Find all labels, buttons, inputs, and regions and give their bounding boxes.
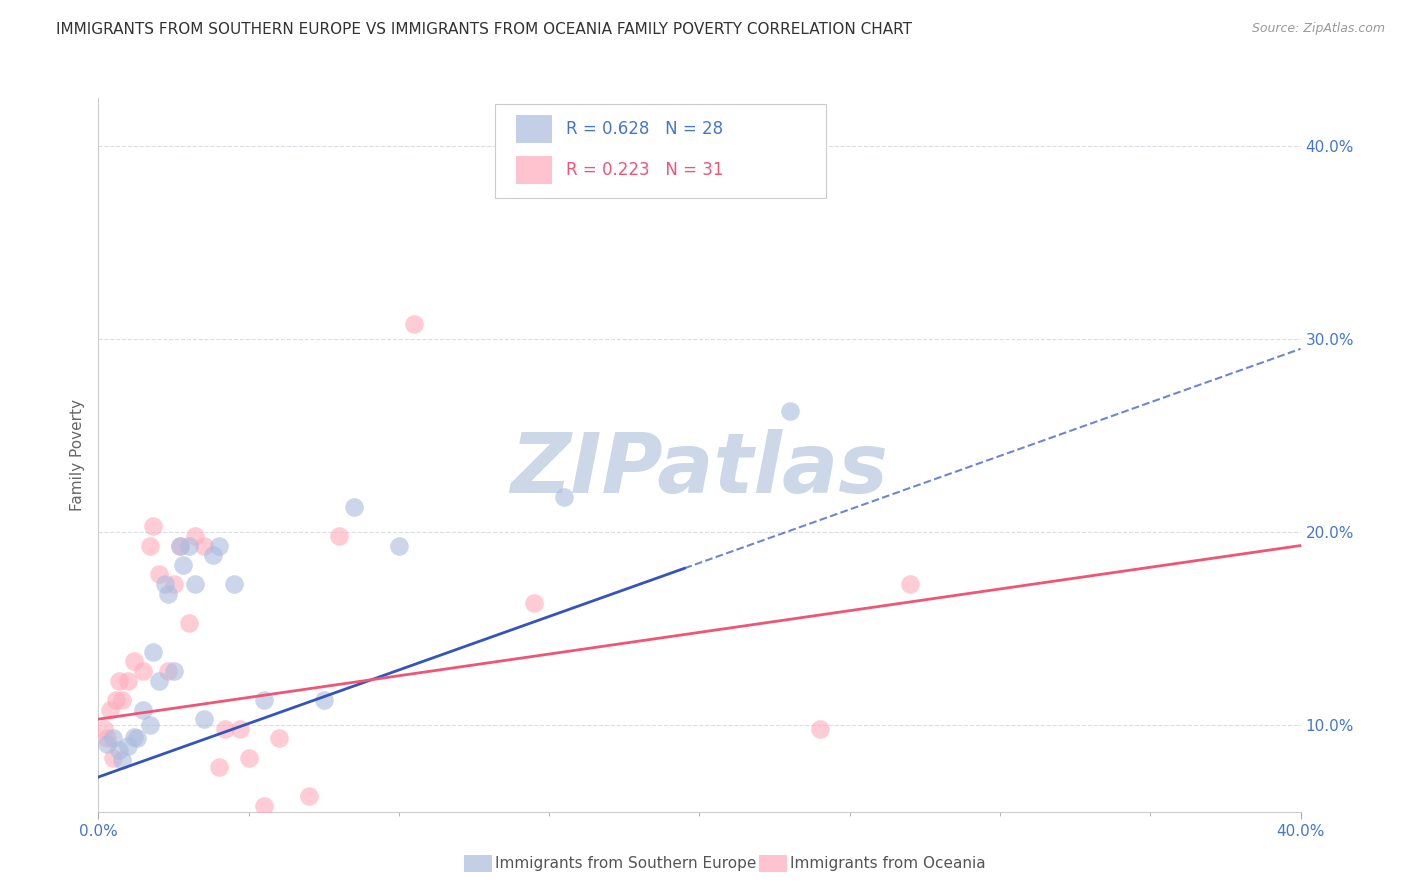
Point [177, 539, 200, 553]
Point [100, 702, 122, 716]
Point [267, 731, 290, 746]
Y-axis label: Family Poverty: Family Poverty [70, 399, 86, 511]
Point [117, 673, 139, 688]
Point [141, 645, 163, 659]
Point [298, 789, 321, 804]
Point [138, 539, 160, 553]
Point [193, 712, 215, 726]
Point [228, 722, 250, 736]
Point [153, 577, 176, 591]
Point [103, 731, 125, 746]
Point [402, 317, 425, 331]
Point [553, 491, 575, 505]
Point [222, 577, 245, 591]
Point [127, 731, 149, 746]
Point [253, 799, 276, 814]
Point [328, 529, 350, 543]
Point [779, 403, 801, 417]
Point [141, 519, 163, 533]
Point [124, 654, 146, 668]
Point [169, 539, 191, 553]
Text: Immigrants from Southern Europe: Immigrants from Southern Europe [495, 856, 756, 871]
Text: R = 0.628   N = 28: R = 0.628 N = 28 [567, 120, 723, 138]
Point [169, 539, 191, 553]
Point [214, 722, 236, 736]
Point [183, 529, 205, 543]
FancyBboxPatch shape [516, 156, 551, 184]
Point [108, 743, 131, 757]
Point [523, 596, 546, 610]
Point [162, 577, 184, 591]
Point [312, 693, 335, 707]
Point [117, 739, 139, 753]
Point [138, 718, 160, 732]
Point [124, 730, 146, 744]
Point [103, 750, 125, 764]
Text: ZIPatlas: ZIPatlas [510, 429, 889, 509]
Text: R = 0.223   N = 31: R = 0.223 N = 31 [567, 161, 724, 179]
Point [156, 664, 179, 678]
Point [388, 539, 411, 553]
Point [808, 722, 831, 736]
Point [148, 567, 170, 582]
Point [253, 693, 276, 707]
Point [208, 760, 231, 774]
Point [193, 539, 215, 553]
Text: IMMIGRANTS FROM SOUTHERN EUROPE VS IMMIGRANTS FROM OCEANIA FAMILY POVERTY CORREL: IMMIGRANTS FROM SOUTHERN EUROPE VS IMMIG… [56, 22, 912, 37]
Point [208, 539, 231, 553]
Point [177, 615, 200, 630]
Point [148, 673, 170, 688]
FancyBboxPatch shape [495, 103, 825, 198]
Point [96, 731, 118, 746]
Point [111, 693, 134, 707]
Point [111, 753, 134, 767]
Point [105, 693, 128, 707]
Point [238, 750, 260, 764]
Point [132, 664, 155, 678]
Point [132, 702, 155, 716]
Point [201, 548, 224, 562]
Point [162, 664, 184, 678]
FancyBboxPatch shape [516, 115, 551, 143]
Point [96, 737, 118, 751]
Point [898, 577, 921, 591]
Point [156, 587, 179, 601]
Text: Source: ZipAtlas.com: Source: ZipAtlas.com [1251, 22, 1385, 36]
Point [172, 558, 194, 572]
Point [183, 577, 205, 591]
Point [343, 500, 366, 514]
Point [108, 673, 131, 688]
Text: Immigrants from Oceania: Immigrants from Oceania [790, 856, 986, 871]
Point [93, 722, 115, 736]
